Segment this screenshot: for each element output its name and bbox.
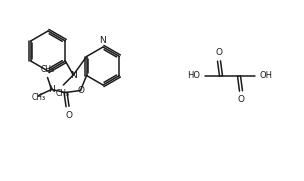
Text: HO: HO [187, 71, 200, 81]
Text: N: N [70, 71, 77, 79]
Text: CH₃: CH₃ [55, 89, 69, 98]
Text: OH: OH [260, 71, 273, 81]
Text: O: O [77, 86, 84, 95]
Text: O: O [237, 95, 244, 104]
Text: O: O [65, 110, 72, 119]
Text: N: N [100, 36, 106, 45]
Text: N: N [48, 85, 55, 94]
Text: CH₃: CH₃ [32, 93, 46, 102]
Text: CH₃: CH₃ [40, 64, 55, 73]
Text: O: O [216, 48, 223, 57]
